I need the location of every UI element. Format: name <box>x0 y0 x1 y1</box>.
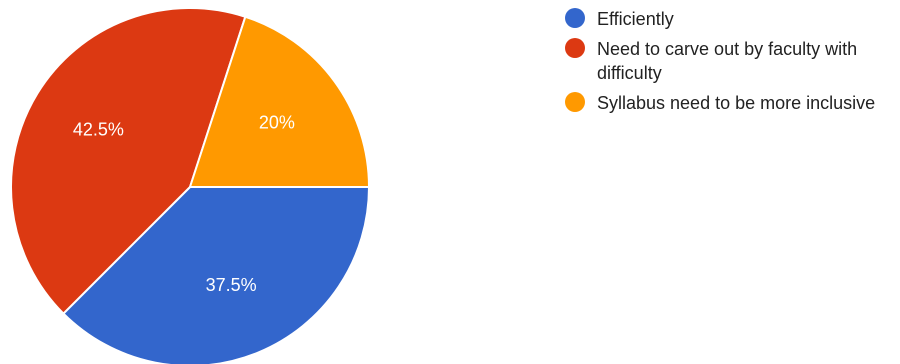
legend-label: Syllabus need to be more inclusive <box>597 93 876 113</box>
pie-slice-2 <box>188 15 371 188</box>
legend-swatch <box>565 38 585 58</box>
legend-item-syllabus-inclusive: Syllabus need to be more inclusive <box>565 91 897 115</box>
pie-slice-0 <box>62 186 371 364</box>
legend-label: Need to carve out by faculty with diffic… <box>597 39 858 83</box>
legend-item-need-to-carve-out: Need to carve out by faculty with diffic… <box>565 37 897 85</box>
pie-chart: 37.5% 42.5% 20% <box>10 7 371 364</box>
legend-label: Efficiently <box>597 9 674 29</box>
legend-item-efficiently: Efficiently <box>565 7 897 31</box>
slice-value-label-2: 20% <box>259 113 295 133</box>
slice-value-label-0: 37.5% <box>206 275 257 295</box>
pie-slice-1 <box>10 7 247 315</box>
slice-value-label-1: 42.5% <box>73 120 124 140</box>
legend-swatch <box>565 92 585 112</box>
legend-swatch <box>565 8 585 28</box>
legend: Efficiently Need to carve out by faculty… <box>565 7 897 121</box>
